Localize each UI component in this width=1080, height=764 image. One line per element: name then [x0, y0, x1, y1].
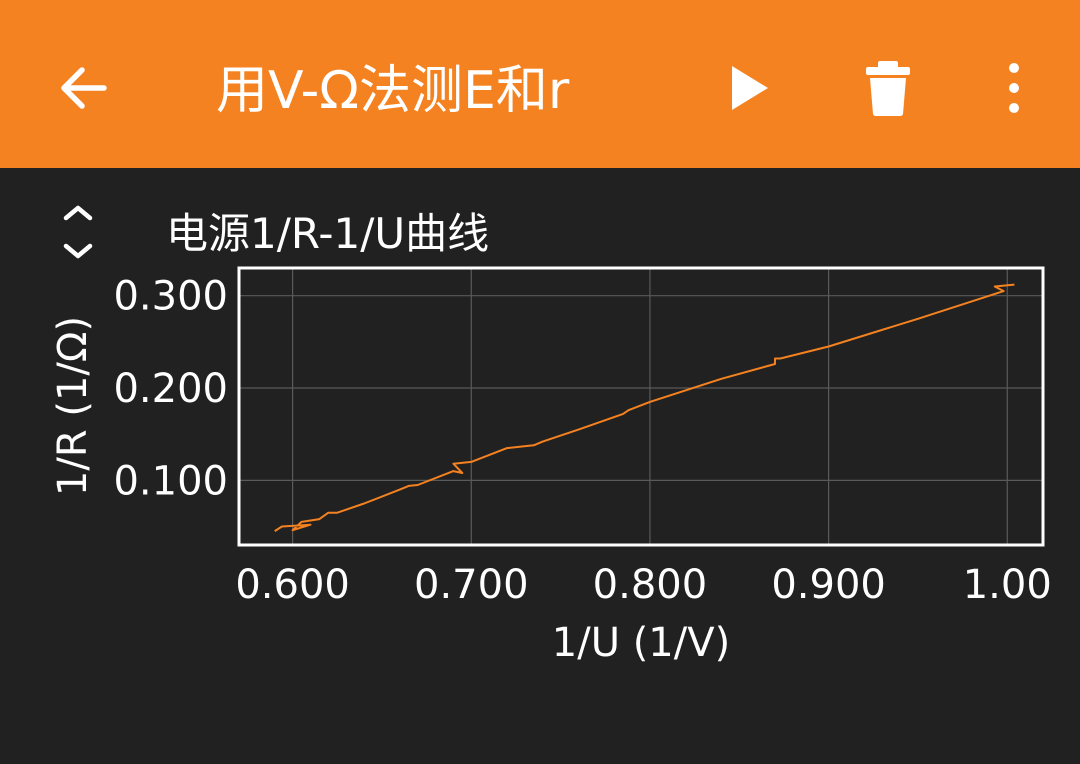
x-axis-label: 1/U (1/V) — [552, 620, 730, 666]
x-tick-label: 0.800 — [593, 562, 708, 608]
chart-series — [274, 283, 1015, 532]
series-line — [274, 283, 1015, 532]
expand-collapse-icon[interactable] — [50, 200, 106, 266]
x-tick-label: 0.600 — [235, 562, 350, 608]
y-tick-label: 0.200 — [113, 366, 228, 412]
app-title: 用V-Ω法测E和r — [216, 61, 570, 121]
x-tick-label: 0.700 — [414, 562, 529, 608]
app-bar: 用V-Ω法测E和r — [0, 0, 1080, 168]
x-tick-label: 1.00 — [963, 562, 1052, 608]
y-axis-label: 1/R (1/Ω) — [50, 316, 96, 496]
play-icon[interactable] — [718, 58, 778, 118]
chart-ticks: 0.600 0.700 0.800 0.900 1.00 0.100 0.200 0.300 — [113, 274, 1051, 608]
chart: 0.600 0.700 0.800 0.900 1.000.1000.2000.300 … — [50, 266, 1052, 666]
plot-frame — [237, 266, 1045, 547]
y-tick-label: 0.300 — [113, 274, 228, 320]
more-vert-icon[interactable] — [986, 56, 1042, 120]
x-tick-label: 0.900 — [771, 562, 886, 608]
trash-icon[interactable] — [856, 56, 920, 120]
arrow-left-icon[interactable] — [52, 56, 116, 120]
y-tick-label: 0.100 — [113, 458, 228, 504]
plot-title: 电源1/R-1/U曲线 — [166, 209, 490, 258]
chart-grid — [239, 268, 1043, 545]
